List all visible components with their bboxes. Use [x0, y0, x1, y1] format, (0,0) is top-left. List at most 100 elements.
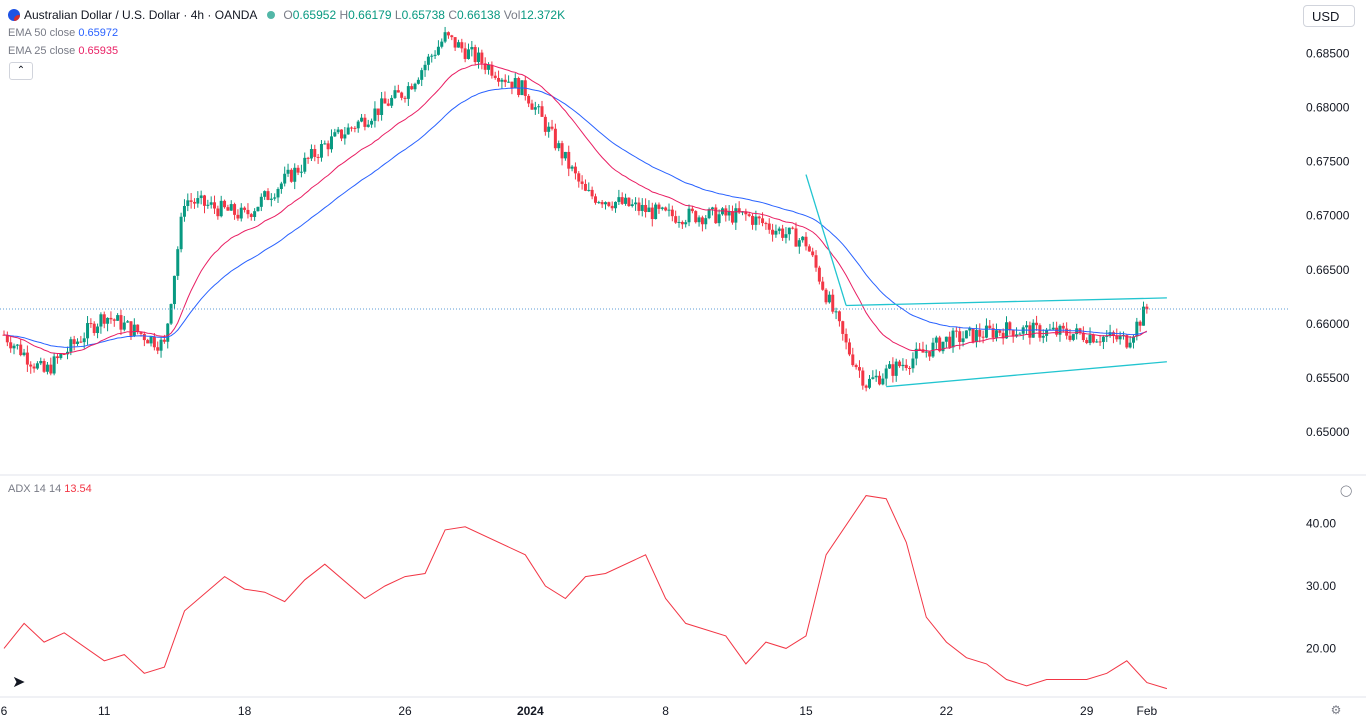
ema25-value: 0.65935	[78, 45, 119, 57]
candle-body	[924, 351, 928, 353]
candle-body	[667, 209, 671, 211]
gear-icon[interactable]: ⚙	[1330, 703, 1342, 717]
adx-value: 13.54	[64, 483, 92, 495]
candle-body	[928, 351, 932, 357]
candle-body	[213, 202, 217, 209]
candle-body	[878, 375, 882, 385]
adx-axis[interactable]: 40.00 30.00 20.00	[1306, 517, 1336, 656]
candle-body	[607, 202, 611, 206]
candle-body	[1118, 335, 1122, 340]
candle-body	[547, 126, 551, 132]
adx-pane[interactable]: 40.00 30.00 20.00	[3, 495, 1336, 690]
candle-body	[978, 330, 982, 337]
candle-body	[714, 207, 718, 224]
time-tick-label: 29	[1080, 704, 1094, 718]
trendlines-group[interactable]	[805, 174, 1167, 388]
collapse-legend-button[interactable]: ⌃	[9, 62, 33, 80]
trendline-channel-lower[interactable]	[886, 361, 1167, 388]
candle-body	[493, 75, 497, 78]
candle-body	[15, 344, 19, 346]
candle-body	[430, 55, 434, 57]
candle-body	[122, 322, 126, 330]
candle-body	[1135, 321, 1139, 337]
symbol-legend[interactable]: Australian Dollar / U.S. Dollar · 4h · O…	[8, 8, 565, 22]
candle-body	[1011, 330, 1015, 337]
candle-body	[149, 336, 153, 344]
tradingview-logo-icon[interactable]: ➤	[12, 672, 26, 691]
candle-body	[881, 378, 885, 385]
candle-body	[420, 70, 424, 80]
candle-body	[510, 81, 514, 89]
candle-body	[674, 216, 678, 223]
candle-body	[1025, 325, 1029, 328]
adx-legend[interactable]: ADX 14 14 13.54	[8, 482, 92, 496]
candle-body	[96, 326, 100, 334]
candle-body	[216, 208, 220, 217]
candle-body	[700, 217, 704, 225]
candle-body	[199, 195, 203, 199]
candle-body	[537, 106, 541, 108]
candle-body	[490, 64, 494, 76]
candle-body	[69, 339, 73, 352]
time-axis[interactable]: 6 11 18 26 2024 8 15 22 29 Feb	[1, 704, 1158, 718]
candle-body	[994, 330, 998, 338]
candle-body	[49, 364, 53, 374]
candle-body	[794, 228, 798, 247]
volume-label: Vol	[503, 8, 521, 22]
candle-body	[941, 341, 945, 352]
candle-body	[834, 311, 838, 313]
candle-body	[263, 191, 267, 197]
candle-body	[119, 315, 123, 330]
candle-body	[169, 304, 173, 324]
ema50-legend[interactable]: EMA 50 close 0.65972	[8, 26, 118, 40]
candle-body	[333, 132, 337, 137]
candle-body	[958, 331, 962, 343]
ema25-legend[interactable]: EMA 25 close 0.65935	[8, 44, 118, 58]
candle-body	[323, 143, 327, 145]
candle-body	[186, 200, 190, 206]
candle-body	[737, 208, 741, 213]
candle-body	[1105, 335, 1109, 337]
candle-body	[938, 337, 942, 352]
candle-body	[734, 208, 738, 223]
candle-body	[587, 189, 591, 191]
candle-body	[901, 364, 905, 367]
price-pane[interactable]: 0.68500 0.68000 0.67500 0.67000 0.66500 0.660…	[0, 26, 1350, 439]
candle-body	[72, 339, 76, 344]
candle-body	[988, 325, 992, 329]
candle-body	[45, 364, 49, 372]
ema50-line	[3, 87, 1147, 348]
candle-body	[473, 47, 477, 63]
candle-body	[273, 197, 277, 199]
candle-body	[1075, 328, 1079, 335]
price-tick-label: 0.65500	[1306, 371, 1350, 385]
candle-body	[1145, 306, 1149, 310]
candle-body	[553, 128, 557, 149]
currency-select[interactable]: USD	[1303, 5, 1355, 27]
candle-body	[590, 189, 594, 197]
candle-body	[697, 217, 701, 223]
candle-body	[998, 330, 1002, 333]
candle-body	[857, 367, 861, 371]
candle-body	[209, 202, 213, 205]
pane-settings-icon[interactable]: ◯	[1340, 485, 1353, 497]
trendline-channel-upper[interactable]	[846, 297, 1167, 307]
candle-body	[233, 204, 237, 215]
candle-body	[159, 339, 163, 351]
market-status-icon[interactable]	[267, 11, 276, 19]
candle-body	[951, 330, 955, 348]
trendline-falling-trendline[interactable]	[805, 174, 847, 306]
candle-body	[383, 98, 387, 104]
candle-body	[908, 368, 912, 370]
candle-body	[25, 352, 29, 365]
candle-body	[433, 54, 437, 56]
price-axis[interactable]: 0.68500 0.68000 0.67500 0.67000 0.66500 0.660…	[1306, 46, 1350, 439]
candle-body	[460, 42, 464, 49]
time-tick-label: 8	[662, 704, 669, 718]
candle-body	[289, 169, 293, 182]
candle-body	[1131, 336, 1135, 343]
candle-body	[35, 363, 39, 369]
adx-label: ADX 14 14	[8, 483, 62, 495]
candle-body	[1115, 335, 1119, 340]
